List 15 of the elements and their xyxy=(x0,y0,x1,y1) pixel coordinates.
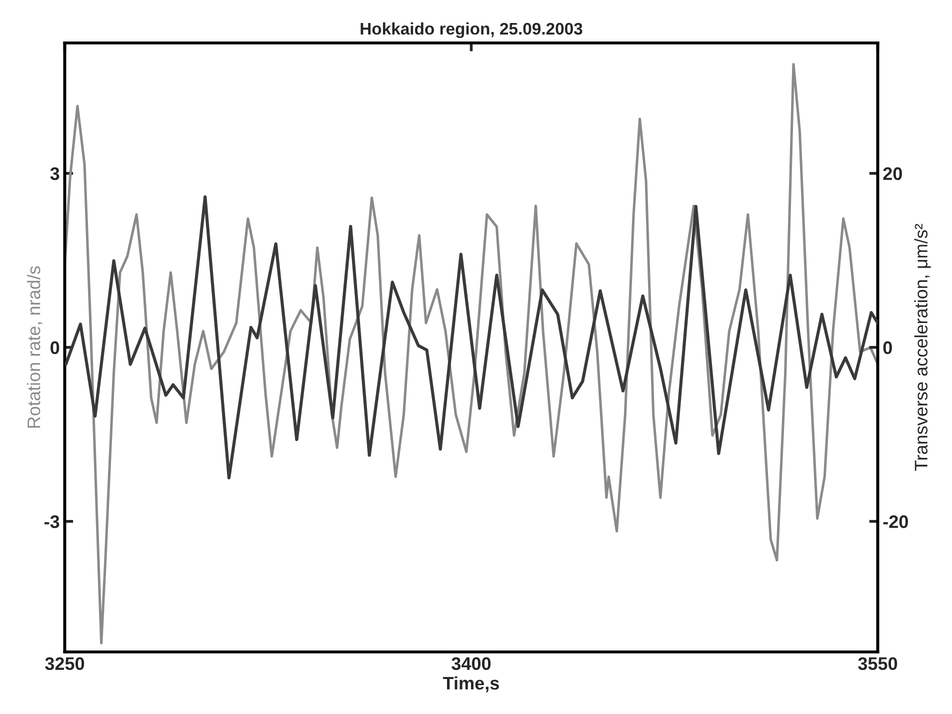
x-tick-label: 3250 xyxy=(45,657,84,670)
y2-tick-label: -20 xyxy=(883,515,908,528)
y-tick-label: -3 xyxy=(44,515,60,528)
x-tick-label: 3550 xyxy=(858,657,898,670)
y2-tick-label: 20 xyxy=(883,167,902,180)
y-tick-label: 3 xyxy=(50,167,60,180)
line-series xyxy=(64,195,878,480)
y-tick-label: 0 xyxy=(50,341,60,354)
x-tick-label: 3400 xyxy=(452,657,491,670)
x-axis-title: Time,s xyxy=(443,676,499,692)
chart-title: Hokkaido region, 25.09.2003 xyxy=(360,22,582,38)
y-axis-title: Rotation rate, nrad/s xyxy=(26,266,42,428)
line-series xyxy=(64,63,878,644)
y2-tick-label: 0 xyxy=(883,341,892,354)
y2-axis-title: Transverse acceleration, μm/s² xyxy=(914,224,931,471)
